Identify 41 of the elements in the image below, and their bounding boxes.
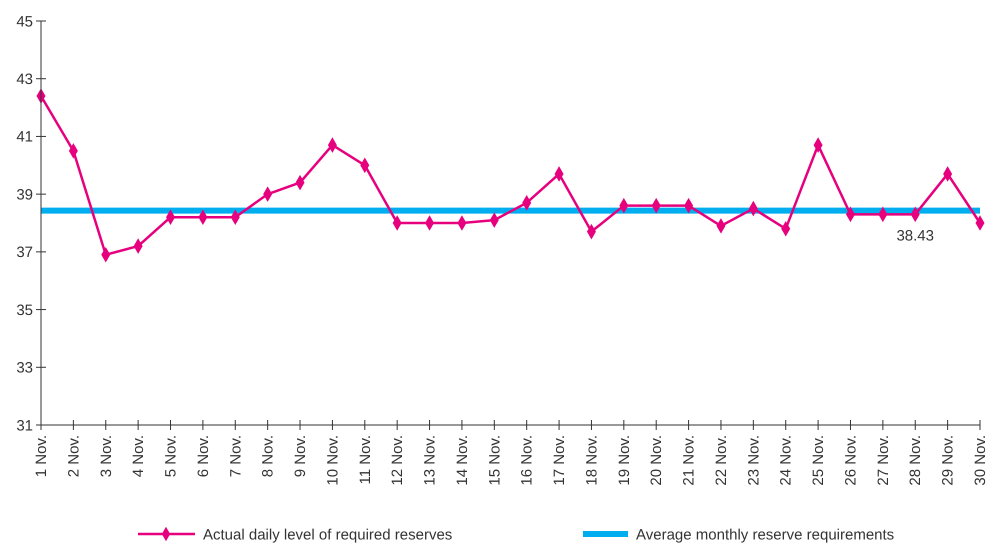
y-tick-label: 43 <box>16 70 33 88</box>
y-tick-label: 45 <box>16 13 33 30</box>
y-tick-label: 41 <box>16 128 33 146</box>
x-tick-label: 17 Nov. <box>551 435 568 486</box>
x-tick-label: 24 Nov. <box>778 435 795 486</box>
x-tick-label: 3 Nov. <box>98 435 115 478</box>
x-tick-label: 28 Nov. <box>907 435 924 486</box>
x-tick-label: 2 Nov. <box>65 435 82 478</box>
x-tick-label: 4 Nov. <box>130 435 148 478</box>
x-tick-label: 16 Nov. <box>518 435 536 486</box>
x-tick-label: 7 Nov. <box>227 435 244 478</box>
x-tick-label: 20 Nov. <box>648 435 666 486</box>
x-tick-label: 19 Nov. <box>616 435 633 486</box>
x-tick-label: 12 Nov. <box>389 435 406 486</box>
annotation: 38.43 <box>896 228 934 245</box>
x-tick-label: 13 Nov. <box>422 435 439 486</box>
x-tick-label: 18 Nov. <box>583 435 600 486</box>
x-tick-label: 1 Nov. <box>33 435 50 478</box>
x-tick-label: 11 Nov. <box>356 435 374 484</box>
legend-label: Actual daily level of required reserves <box>203 526 452 544</box>
x-tick-label: 9 Nov. <box>292 435 310 478</box>
x-tick-label: 5 Nov. <box>162 435 180 478</box>
y-tick-label: 33 <box>16 360 33 377</box>
y-tick-label: 39 <box>16 186 33 204</box>
y-tick-label: 35 <box>16 302 33 319</box>
x-tick-label: 26 Nov. <box>842 435 860 486</box>
legend-label: Average monthly reserve requirements <box>636 526 894 544</box>
y-tick-label: 37 <box>16 244 33 262</box>
x-tick-label: 27 Nov. <box>874 435 892 486</box>
x-tick-label: 14 Nov. <box>454 435 471 486</box>
x-tick-label: 23 Nov. <box>745 435 762 486</box>
x-tick-label: 29 Nov. <box>940 435 957 486</box>
y-tick-label: 31 <box>16 417 33 434</box>
x-tick-label: 30 Nov. <box>972 435 988 486</box>
x-tick-label: 8 Nov. <box>260 435 277 478</box>
x-tick-label: 15 Nov. <box>486 435 504 486</box>
x-tick-label: 10 Nov. <box>324 435 342 486</box>
x-tick-label: 22 Nov. <box>712 435 730 486</box>
x-tick-label: 21 Nov. <box>680 435 698 486</box>
x-tick-label: 25 Nov. <box>810 435 828 486</box>
x-tick-label: 6 Nov. <box>194 435 212 478</box>
